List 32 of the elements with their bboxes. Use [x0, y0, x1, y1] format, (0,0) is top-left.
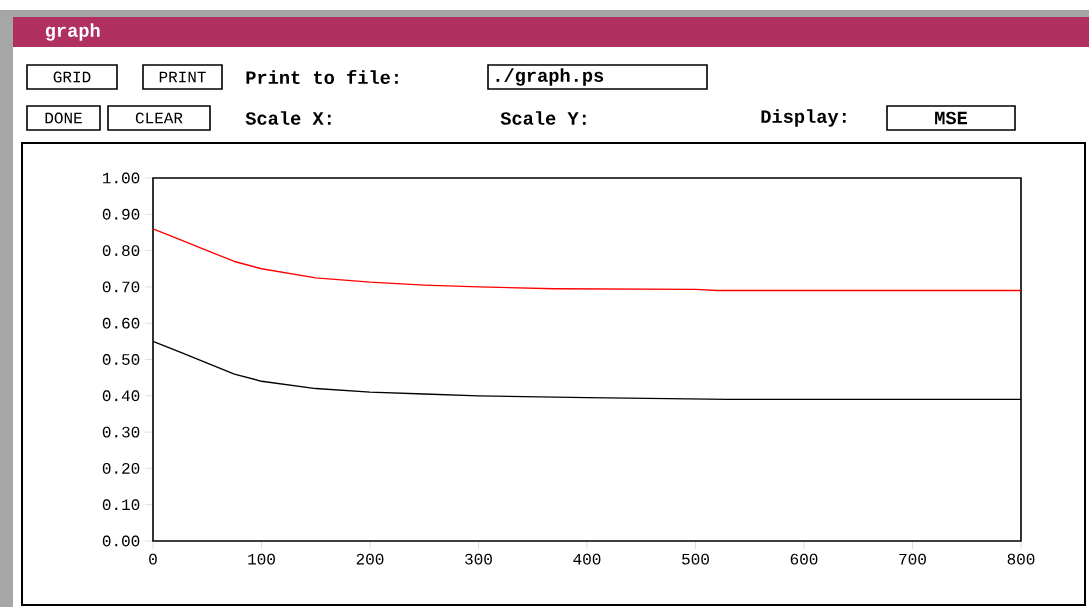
- y-tick-label: 1.00: [103, 172, 140, 184]
- text: ./graph.ps: [496, 68, 604, 86]
- text: Display:: [761, 109, 846, 127]
- x-tick-label: 100: [248, 553, 275, 565]
- y-tick-label: 0.20: [102, 462, 140, 474]
- x-tick-label: 800: [1007, 553, 1035, 565]
- text: Scale X:: [245, 111, 331, 125]
- text: Scale Y:: [500, 111, 586, 125]
- x-tick-label: 600: [790, 553, 818, 565]
- line-series: [152, 228, 1022, 292]
- y-tick-label: 0.60: [102, 317, 140, 329]
- x-tick-label: 0: [149, 553, 157, 565]
- y-tick-label: 0.90: [102, 208, 140, 220]
- text: DONE: [45, 112, 82, 124]
- y-tick-label: 0.00: [102, 535, 140, 547]
- text: MSE: [935, 111, 968, 125]
- text: Print to file:: [246, 70, 398, 84]
- chart-title: graph: [45, 23, 100, 41]
- y-tick-label: 0.30: [102, 426, 140, 438]
- y-tick-label: 0.50: [102, 354, 140, 365]
- x-tick-label: 200: [356, 553, 384, 565]
- x-tick-label: 500: [682, 553, 709, 565]
- text: CLEAR: [135, 112, 183, 124]
- y-tick-label: 0.10: [102, 499, 140, 511]
- x-tick-label: 700: [899, 553, 926, 565]
- text: PRINT: [159, 71, 206, 83]
- y-tick-label: 0.80: [102, 245, 140, 257]
- x-tick-label: 300: [465, 553, 492, 565]
- x-tick-label: 400: [573, 553, 601, 565]
- y-tick-label: 0.40: [102, 390, 140, 402]
- y-tick-label: 0.70: [102, 281, 140, 293]
- text: GRID: [53, 71, 91, 83]
